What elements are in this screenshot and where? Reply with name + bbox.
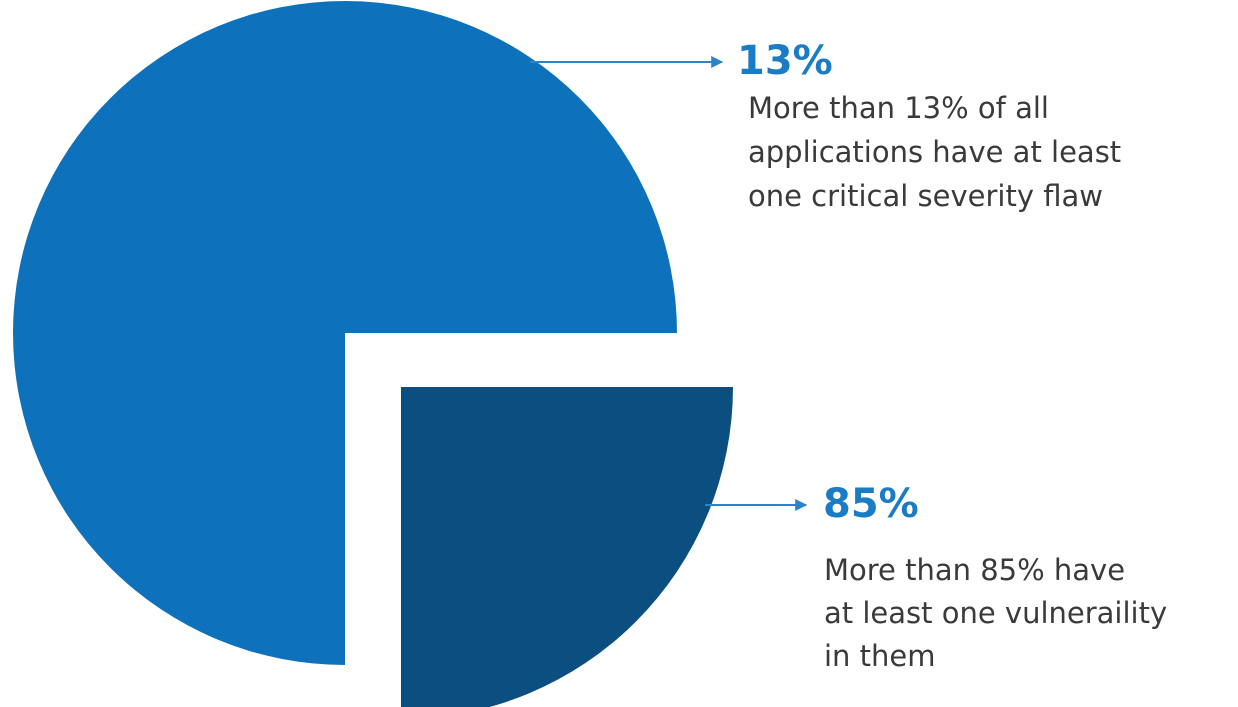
- annotation-85-line-2: at least one vulneraility: [824, 596, 1167, 630]
- annotation-85-line-3: in them: [824, 639, 936, 673]
- annotation-13-line-2: applications have at least: [748, 135, 1121, 169]
- slice-label-13: 13%: [737, 38, 833, 84]
- annotation-13-line-3: one critical severity flaw: [748, 179, 1103, 213]
- pie-slice-small: [401, 387, 733, 707]
- annotation-85-line-1: More than 85% have: [824, 553, 1125, 587]
- slice-label-85: 85%: [823, 481, 919, 527]
- annotation-13-line-1: More than 13% of all: [748, 91, 1049, 125]
